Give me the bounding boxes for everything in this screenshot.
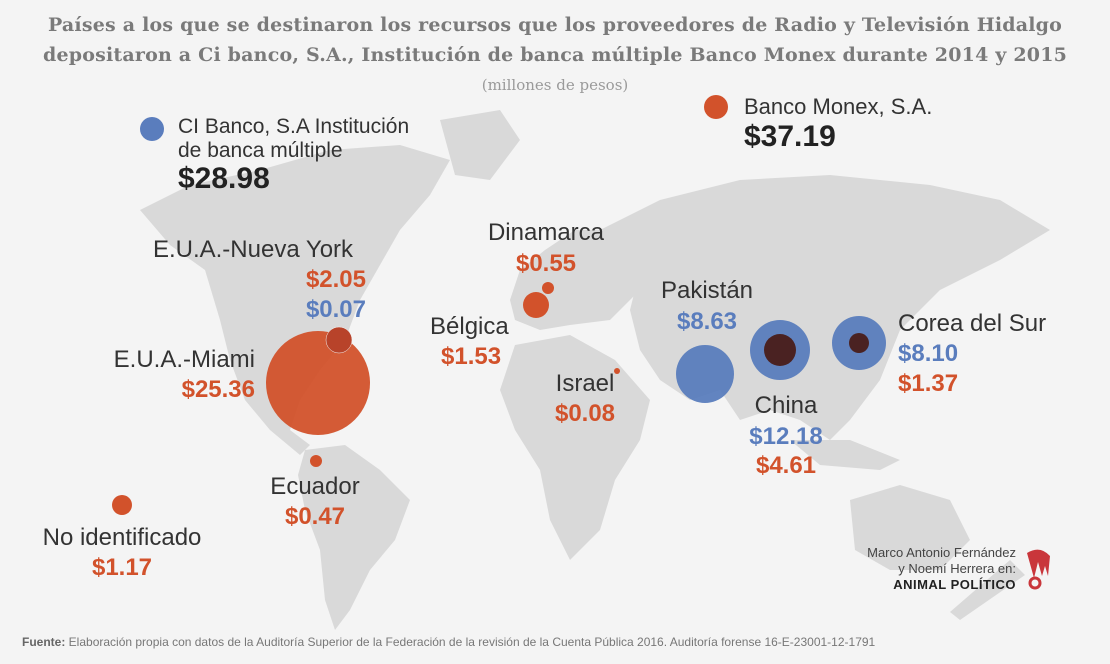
- israel-label: Israel: [555, 370, 615, 397]
- credit-line-1: Marco Antonio Fernández: [867, 545, 1016, 560]
- legend-ci-dot: [140, 117, 164, 141]
- footer-source: Fuente: Elaboración propia con datos de …: [22, 635, 875, 649]
- legend-ci-total: $28.98: [178, 162, 270, 195]
- land-australia: [850, 485, 970, 570]
- ecuador-bubble: [310, 455, 322, 467]
- ecuador-monex-value: $0.47: [284, 503, 346, 530]
- china-monex-bubble: [764, 334, 796, 366]
- land-south-america: [298, 445, 410, 630]
- nueva-york-label: E.U.A.-Nueva York: [152, 236, 354, 263]
- china-label: China: [754, 392, 818, 419]
- land-africa: [500, 335, 650, 560]
- dinamarca-bubble: [542, 282, 554, 294]
- legend-monex-label: Banco Monex, S.A.: [744, 94, 933, 119]
- corea-monex-bubble: [849, 333, 869, 353]
- belgica-label: Bélgica: [430, 313, 509, 340]
- dinamarca-monex-value: $0.55: [515, 250, 577, 277]
- belgica-bubble: [523, 292, 549, 318]
- footer-text: Elaboración propia con datos de la Audit…: [65, 635, 876, 649]
- nueva-york-ci-value: $0.07: [305, 296, 366, 323]
- israel-bubble: [614, 368, 620, 374]
- belgica-monex-value: $1.53: [441, 343, 502, 370]
- corea-label: Corea del Sur: [898, 310, 1047, 337]
- legend-ci-label-2: de banca múltiple: [178, 139, 343, 162]
- no-identificado-monex-value: $1.17: [91, 554, 153, 581]
- no-identificado-label: No identificado: [42, 524, 202, 551]
- footer-label: Fuente:: [22, 635, 66, 649]
- land-indonesia: [790, 440, 900, 470]
- ecuador-label: Ecuador: [270, 473, 360, 500]
- pakistan-bubble: [676, 345, 734, 403]
- israel-monex-value: $0.08: [554, 400, 616, 427]
- land-asia: [600, 175, 1050, 440]
- nueva-york-bubble: [325, 326, 353, 354]
- nueva-york-monex-value: $2.05: [305, 266, 366, 293]
- china-monex-value: $4.61: [755, 452, 817, 479]
- corea-monex-value: $1.37: [898, 370, 959, 397]
- pakistan-label: Pakistán: [660, 277, 754, 304]
- miami-monex-value: $25.36: [181, 376, 255, 403]
- legend-ci-label-1: CI Banco, S.A Institución: [178, 115, 410, 138]
- title-line-1: Países a los que se destinaron los recur…: [47, 14, 1063, 36]
- credit-line-2: y Noemí Herrera en:: [898, 561, 1016, 576]
- subtitle: (millones de pesos): [481, 76, 629, 94]
- pakistan-ci-value: $8.63: [676, 308, 738, 335]
- legend-monex-total: $37.19: [744, 120, 836, 153]
- no-identificado-bubble: [112, 495, 132, 515]
- miami-label: E.U.A.-Miami: [113, 346, 255, 373]
- land-greenland: [440, 110, 520, 180]
- miami-bubble: [266, 331, 370, 435]
- credits: Marco Antonio Fernández y Noemí Herrera …: [843, 545, 1016, 593]
- china-ci-value: $12.18: [749, 423, 823, 450]
- land-north-america: [140, 145, 450, 455]
- dinamarca-label: Dinamarca: [487, 219, 605, 246]
- corea-ci-value: $8.10: [898, 340, 959, 367]
- title-line-2: depositaron a Ci banco, S.A., Institució…: [42, 44, 1068, 66]
- animal-politico-logo-icon: [1027, 549, 1050, 590]
- credit-brand: ANIMAL POLÍTICO: [893, 577, 1016, 592]
- land-new-zealand: [950, 560, 1025, 620]
- legend-monex-dot: [704, 95, 728, 119]
